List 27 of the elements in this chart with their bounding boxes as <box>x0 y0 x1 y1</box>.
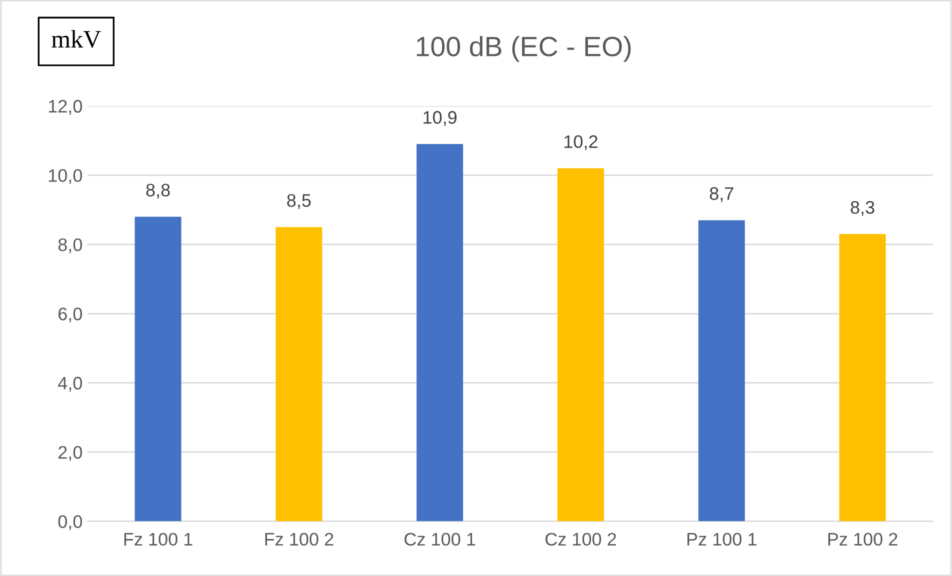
x-tick-label: Pz 100 1 <box>687 532 756 546</box>
x-tick-label: Cz 100 1 <box>404 532 476 546</box>
data-label: 10,2 <box>564 135 598 150</box>
bar <box>416 144 464 522</box>
bar <box>134 216 182 522</box>
data-label: 8,5 <box>287 194 311 210</box>
y-tick-label: 12,0 <box>48 100 82 115</box>
y-tick-label: 0,0 <box>58 515 82 530</box>
x-tick-label: Fz 100 2 <box>265 532 334 546</box>
data-label: 8,7 <box>710 187 734 202</box>
bar <box>557 168 604 522</box>
y-tick-label: 8,0 <box>58 238 82 254</box>
bar <box>839 234 886 522</box>
bar <box>698 220 745 522</box>
y-axis-title: mkV <box>52 30 101 48</box>
data-label: 8,3 <box>850 201 874 216</box>
data-label: 10,9 <box>424 111 457 126</box>
data-label: 8,8 <box>146 184 170 199</box>
y-tick-label: 2,0 <box>58 446 82 461</box>
y-tick-label: 10,0 <box>48 169 82 184</box>
x-tick-label: Pz 100 2 <box>828 532 898 546</box>
y-tick-label: 6,0 <box>58 308 82 322</box>
y-tick-label: 4,0 <box>58 376 82 392</box>
x-tick-label: Fz 100 1 <box>124 532 192 546</box>
x-tick-label: Cz 100 2 <box>546 532 616 546</box>
chart-title: 100 dB (EC - EO) <box>416 36 631 62</box>
bar <box>276 227 322 522</box>
